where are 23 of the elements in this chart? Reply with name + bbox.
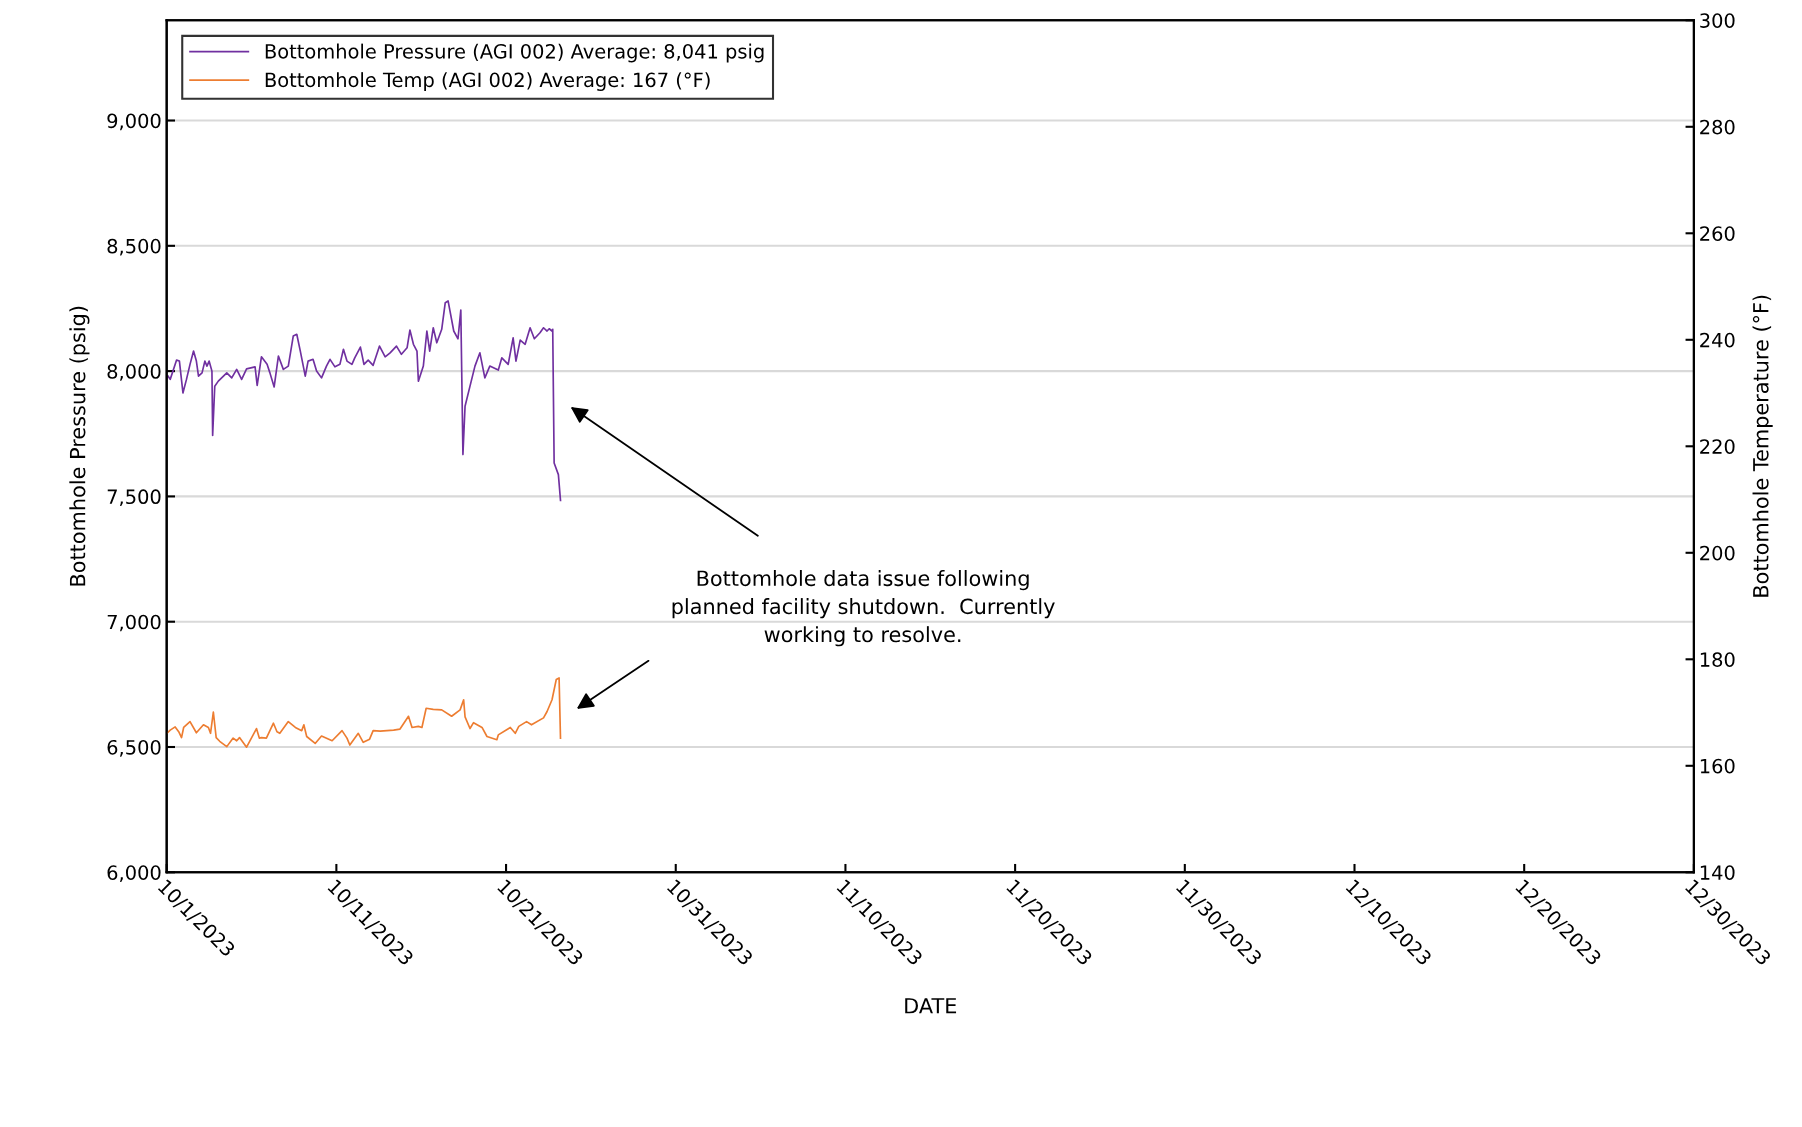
annotation: Bottomhole data issue following planned facility shutdown. Currently working to resolve.: [672, 570, 1055, 647]
y-tick-label: 7,000: [107, 614, 161, 632]
legend-label: Bottomhole Temp (AGI 002) Average: 167 (°F): [265, 72, 710, 91]
y-tick-label: 6,500: [107, 739, 161, 757]
y-tick-label: 7,500: [107, 489, 161, 507]
y-tick-label: 8,000: [107, 364, 161, 381]
y-tick-label: 9,000: [107, 113, 161, 131]
line-series: [167, 300, 562, 502]
y2-tick-label: 300: [1700, 13, 1735, 28]
y2-tick-label: 280: [1700, 119, 1735, 135]
y2-axis-title: Bottomhole Temperature (°F): [1752, 295, 1773, 597]
y2-tick-label: 200: [1700, 545, 1735, 561]
y2-tick-label: 220: [1700, 439, 1735, 454]
y-tick-label: 8,500: [107, 238, 161, 256]
line-series: [166, 677, 562, 748]
x-axis-title: DATE: [905, 998, 957, 1014]
y2-tick-label: 180: [1700, 652, 1735, 667]
y2-tick-label: 140: [1700, 865, 1735, 880]
y-axis-title: Bottomhole Pressure (psig): [69, 306, 90, 586]
legend-label: Bottomhole Pressure (AGI 002) Average: 8,041 psig: [265, 43, 764, 63]
y2-tick-label: 260: [1700, 226, 1735, 241]
y2-tick-label: 240: [1700, 332, 1735, 348]
y2-tick-label: 160: [1700, 758, 1735, 774]
